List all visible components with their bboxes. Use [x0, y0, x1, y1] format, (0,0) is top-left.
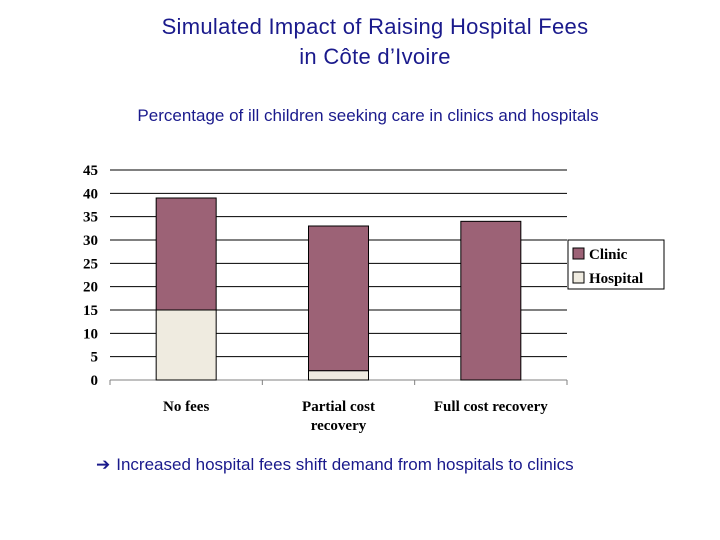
y-tick-label: 15 [83, 303, 98, 319]
bar-hospital [308, 370, 369, 381]
chart-title: Simulated Impact of Raising Hospital Fee… [0, 12, 720, 72]
legend-swatch-clinic [572, 247, 585, 260]
legend-label-clinic: Clinic [589, 247, 628, 263]
x-category-label: Partial cost [302, 399, 375, 415]
bar-clinic [155, 197, 217, 311]
x-category-label: recovery [311, 418, 367, 434]
conclusion-text: Increased hospital fees shift demand fro… [116, 455, 574, 474]
y-tick-label: 10 [83, 326, 98, 342]
y-tick-label: 30 [83, 233, 98, 249]
conclusion-note: ➔ Increased hospital fees shift demand fr… [96, 455, 696, 475]
bar-hospital [155, 309, 217, 381]
y-tick-label: 20 [83, 280, 98, 296]
x-category-label: Full cost recovery [434, 399, 548, 415]
y-tick-label: 40 [83, 186, 98, 202]
y-tick-label: 0 [91, 373, 99, 389]
y-tick-label: 5 [91, 350, 99, 366]
right-arrow-icon: ➔ [96, 455, 111, 474]
legend-label-hospital: Hospital [589, 271, 643, 287]
title-line-2: in Côte d’Ivoire [299, 44, 451, 69]
bar-clinic [308, 225, 369, 372]
legend-swatch-hospital [572, 271, 585, 284]
y-tick-label: 35 [83, 210, 98, 226]
y-tick-label: 25 [83, 256, 98, 272]
title-line-1: Simulated Impact of Raising Hospital Fee… [161, 14, 589, 39]
x-category-label: No fees [163, 399, 209, 415]
y-tick-label: 45 [83, 163, 98, 179]
chart-subtitle: Percentage of ill children seeking care … [137, 106, 599, 125]
bar-clinic [460, 220, 522, 381]
